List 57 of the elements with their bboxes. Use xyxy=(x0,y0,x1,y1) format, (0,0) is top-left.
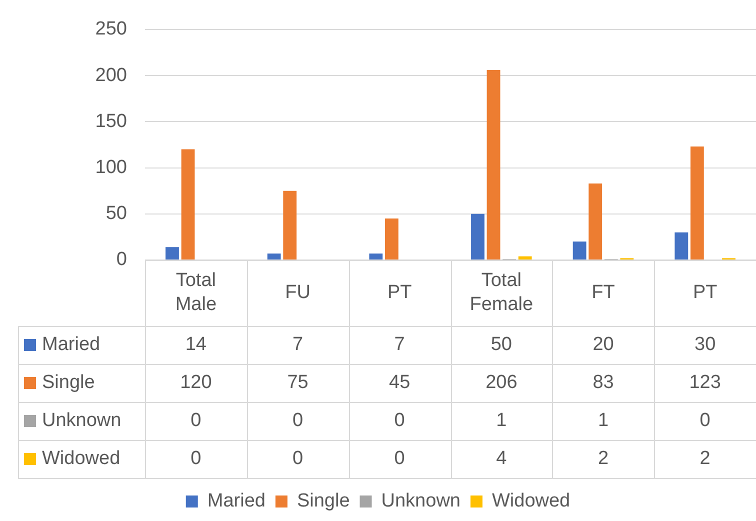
x-tick-label: FT xyxy=(592,282,616,304)
data-label: 7 xyxy=(292,334,304,356)
y-tick-label: 250 xyxy=(95,18,127,40)
bar xyxy=(471,214,484,260)
legend-label: Unknown xyxy=(381,490,460,512)
y-tick-label: 200 xyxy=(95,64,127,86)
legend-label: Single xyxy=(42,372,95,394)
x-tick-label: Total Female xyxy=(470,270,534,316)
data-label: 20 xyxy=(592,334,614,356)
bar xyxy=(369,254,383,260)
data-label: 45 xyxy=(389,372,410,394)
y-tick-label: 150 xyxy=(95,110,127,132)
x-tick-label: FU xyxy=(285,282,310,304)
text: Maried xyxy=(207,490,266,512)
legend-label: Widowed xyxy=(492,490,570,512)
data-label: 2 xyxy=(700,448,710,470)
bar xyxy=(690,146,704,260)
data-label: 4 xyxy=(496,448,508,470)
data-label: 7 xyxy=(394,334,405,356)
data-label: 0 xyxy=(190,448,202,470)
text: Widowed xyxy=(42,448,120,470)
data-label: 1 xyxy=(598,410,609,432)
bar xyxy=(166,247,179,260)
bar xyxy=(674,232,688,260)
data-label: 0 xyxy=(190,410,202,432)
y-tick-label: 0 xyxy=(116,249,127,270)
y-tick-label: 50 xyxy=(106,203,127,224)
data-label: 206 xyxy=(486,372,518,394)
x-tick-label: PT xyxy=(387,282,412,304)
legend-label: Maried xyxy=(42,334,100,356)
bar xyxy=(267,254,281,260)
data-label: 14 xyxy=(185,334,207,356)
data-label: 0 xyxy=(394,448,405,470)
x-tick-label: Total Male xyxy=(175,270,217,316)
bar xyxy=(518,256,532,260)
text: Unknown xyxy=(42,410,122,432)
data-label: 120 xyxy=(180,372,212,394)
bar xyxy=(283,190,297,260)
data-label: 0 xyxy=(292,448,304,470)
data-label: 50 xyxy=(490,334,512,356)
bar xyxy=(486,70,500,260)
data-label: 30 xyxy=(694,334,716,356)
data-label: 1 xyxy=(496,410,507,432)
bar xyxy=(572,242,586,260)
data-label: 83 xyxy=(592,372,614,394)
text: Single xyxy=(296,490,350,512)
x-tick-label: PT xyxy=(692,282,718,304)
bar xyxy=(588,183,602,260)
data-label: 123 xyxy=(689,372,721,394)
data-label: 2 xyxy=(598,448,609,470)
y-tick-label: 100 xyxy=(95,156,127,178)
data-label: 75 xyxy=(287,372,308,394)
data-label: 0 xyxy=(394,410,405,432)
data-label: 0 xyxy=(292,410,304,432)
bar xyxy=(384,218,398,260)
bar xyxy=(181,149,195,260)
data-label: 0 xyxy=(700,410,710,432)
